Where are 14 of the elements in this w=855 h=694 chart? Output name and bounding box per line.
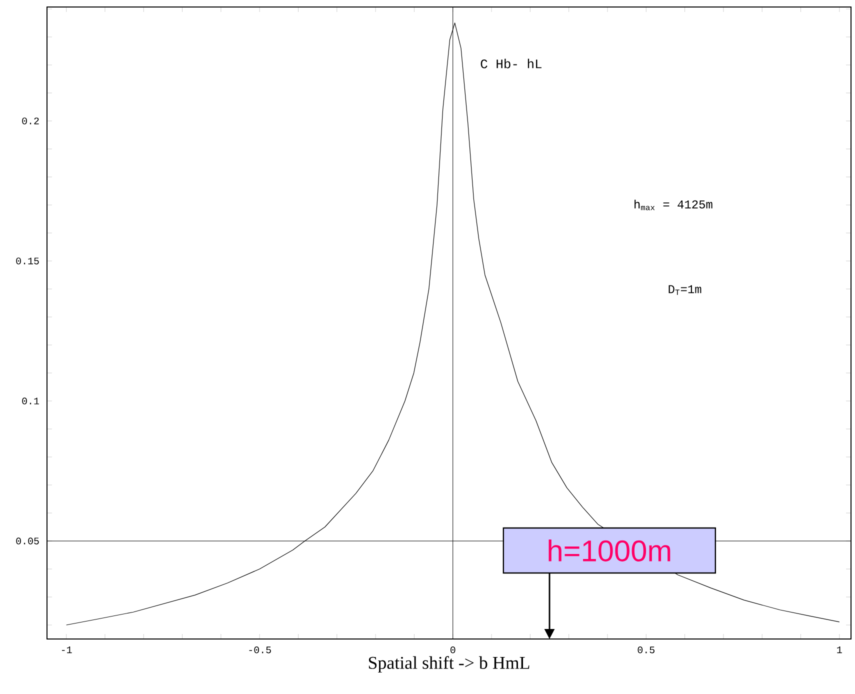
annotation: h$_{max}$ = 4125m [634, 200, 712, 210]
x-tick-label: 1 [837, 646, 842, 654]
x-tick-label: -0.5 [249, 646, 271, 654]
y-tick-label: 0.15 [16, 258, 39, 264]
x-tick-label: 0 [450, 646, 456, 654]
x-tick-label: -1 [62, 646, 72, 654]
y-tick-label: 0.2 [22, 118, 39, 124]
y-tick-label: 0.1 [22, 398, 39, 404]
y-tick-label: 0.05 [16, 538, 39, 544]
annotation: D$_{T}$=1m [668, 285, 702, 295]
annotation: C Hb- hL [480, 58, 542, 68]
x-axis-title: Spatial shift -> b HmL [368, 656, 530, 673]
x-tick-label: 0.5 [638, 646, 654, 654]
annotation: h=1000m [548, 540, 670, 562]
